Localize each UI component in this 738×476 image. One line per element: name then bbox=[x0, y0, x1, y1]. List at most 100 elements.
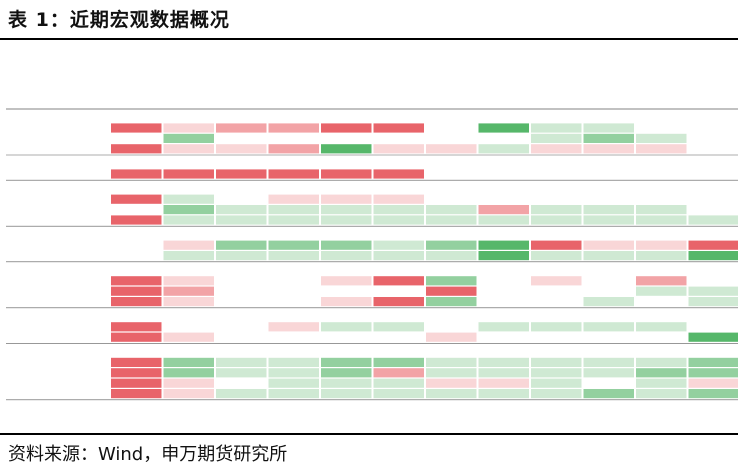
data-cell bbox=[426, 389, 477, 399]
data-cell bbox=[216, 368, 267, 378]
data-cell bbox=[216, 169, 267, 179]
data-cell bbox=[163, 133, 214, 143]
data-cell bbox=[373, 251, 424, 261]
data-cell bbox=[163, 123, 214, 133]
data-cell bbox=[111, 133, 162, 143]
data-cell bbox=[478, 251, 529, 261]
data-cell bbox=[426, 276, 477, 286]
data-cell bbox=[216, 144, 267, 154]
data-cell bbox=[111, 297, 162, 307]
data-cell bbox=[163, 322, 214, 332]
data-cell bbox=[583, 332, 634, 342]
data-cell bbox=[373, 368, 424, 378]
data-cell bbox=[321, 389, 372, 399]
data-cell bbox=[163, 194, 214, 204]
data-cell bbox=[688, 389, 738, 399]
data-cell bbox=[426, 357, 477, 367]
data-cell bbox=[426, 368, 477, 378]
data-cell bbox=[636, 276, 687, 286]
data-cell bbox=[163, 286, 214, 296]
data-cell bbox=[111, 144, 162, 154]
macro-data-table-svg bbox=[6, 108, 738, 401]
data-cell bbox=[531, 389, 582, 399]
data-cell bbox=[111, 322, 162, 332]
data-cell bbox=[426, 169, 477, 179]
data-cell bbox=[111, 368, 162, 378]
data-cell bbox=[426, 286, 477, 296]
data-cell bbox=[583, 133, 634, 143]
data-cell bbox=[268, 368, 319, 378]
data-cell bbox=[531, 368, 582, 378]
data-cell bbox=[426, 133, 477, 143]
data-cell bbox=[111, 194, 162, 204]
data-cell bbox=[216, 378, 267, 388]
data-cell bbox=[373, 123, 424, 133]
data-cell bbox=[478, 144, 529, 154]
data-cell bbox=[216, 286, 267, 296]
data-cell bbox=[373, 332, 424, 342]
data-cell bbox=[373, 389, 424, 399]
data-cell bbox=[268, 169, 319, 179]
data-cell bbox=[688, 297, 738, 307]
data-cell bbox=[426, 332, 477, 342]
data-cell bbox=[216, 322, 267, 332]
data-cell bbox=[583, 389, 634, 399]
data-cell bbox=[426, 297, 477, 307]
data-cell bbox=[531, 215, 582, 225]
data-cell bbox=[531, 378, 582, 388]
data-cell bbox=[111, 251, 162, 261]
data-cell bbox=[373, 240, 424, 250]
data-cell bbox=[531, 205, 582, 215]
data-cell bbox=[111, 276, 162, 286]
data-cell bbox=[636, 251, 687, 261]
data-cell bbox=[111, 205, 162, 215]
data-cell bbox=[321, 133, 372, 143]
data-cell bbox=[478, 240, 529, 250]
data-cell bbox=[478, 286, 529, 296]
data-cell bbox=[268, 357, 319, 367]
data-cell bbox=[373, 205, 424, 215]
data-cell bbox=[111, 286, 162, 296]
data-cell bbox=[583, 240, 634, 250]
data-cell bbox=[688, 205, 738, 215]
data-cell bbox=[268, 332, 319, 342]
data-cell bbox=[268, 297, 319, 307]
data-cell bbox=[688, 276, 738, 286]
data-cell bbox=[531, 144, 582, 154]
data-cell bbox=[321, 251, 372, 261]
page-title: 表 1：近期宏观数据概况 bbox=[8, 9, 230, 31]
data-cell bbox=[268, 144, 319, 154]
data-cell bbox=[583, 215, 634, 225]
data-cell bbox=[478, 205, 529, 215]
data-cell bbox=[373, 144, 424, 154]
data-cell bbox=[111, 169, 162, 179]
data-cell bbox=[216, 357, 267, 367]
data-cell bbox=[583, 251, 634, 261]
data-cell bbox=[321, 357, 372, 367]
data-cell bbox=[163, 205, 214, 215]
data-cell bbox=[373, 286, 424, 296]
data-cell bbox=[216, 251, 267, 261]
data-cell bbox=[268, 133, 319, 143]
data-cell bbox=[163, 169, 214, 179]
data-cell bbox=[531, 322, 582, 332]
data-cell bbox=[268, 194, 319, 204]
data-cell bbox=[216, 215, 267, 225]
data-cell bbox=[426, 205, 477, 215]
source-rule bbox=[0, 433, 738, 435]
data-cell bbox=[321, 123, 372, 133]
data-cell bbox=[636, 144, 687, 154]
data-cell bbox=[111, 123, 162, 133]
data-cell bbox=[163, 297, 214, 307]
data-cell bbox=[321, 286, 372, 296]
data-cell bbox=[636, 123, 687, 133]
data-cell bbox=[531, 194, 582, 204]
data-cell bbox=[163, 251, 214, 261]
data-cell bbox=[163, 276, 214, 286]
data-cell bbox=[163, 357, 214, 367]
data-cell bbox=[478, 194, 529, 204]
data-cell bbox=[163, 368, 214, 378]
data-cell bbox=[688, 286, 738, 296]
data-cell bbox=[373, 169, 424, 179]
data-cell bbox=[321, 276, 372, 286]
